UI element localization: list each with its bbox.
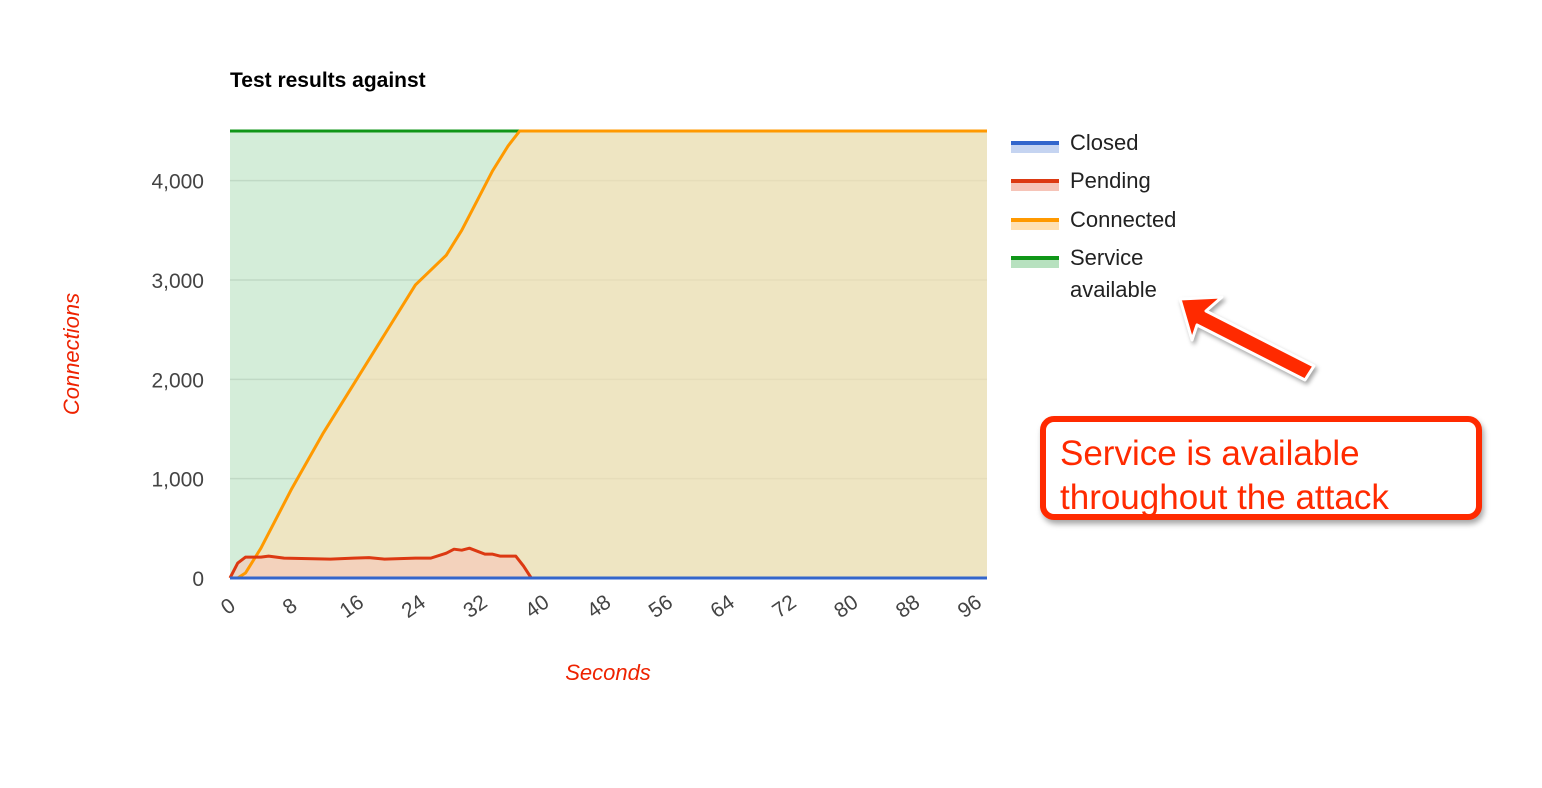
x-tick-label-11: 88 <box>892 591 924 623</box>
x-tick-label-10: 80 <box>830 591 862 623</box>
x-tick-label-3: 24 <box>397 590 430 622</box>
area-pending <box>230 548 987 578</box>
annotation-line-1: Service is available <box>1060 434 1360 473</box>
x-tick-label-8: 64 <box>706 590 739 622</box>
annotation-callout: Service is available throughout the atta… <box>1040 416 1482 520</box>
legend: Closed Pending Connected Service available <box>1011 130 1176 302</box>
x-tick-label-5: 40 <box>521 591 553 623</box>
y-axis-ticks: 0 1,000 2,000 3,000 4,000 <box>151 171 204 591</box>
line-connected <box>230 129 987 580</box>
y-tick-label-0: 0 <box>192 568 204 591</box>
x-tick-label-0: 0 <box>217 594 240 620</box>
x-axis-label: Seconds <box>565 660 651 685</box>
legend-label-3: Service <box>1070 245 1143 270</box>
y-tick-label-4: 4,000 <box>151 171 204 194</box>
legend-label-0: Closed <box>1070 130 1138 155</box>
x-tick-label-7: 56 <box>645 591 677 623</box>
legend-label-2: Connected <box>1070 207 1176 232</box>
y-tick-label-2: 2,000 <box>151 369 204 392</box>
x-tick-label-6: 48 <box>583 591 615 623</box>
legend-label-1: Pending <box>1070 168 1151 193</box>
x-axis-ticks: 0 8 16 24 32 40 48 56 64 72 80 88 96 <box>217 590 986 622</box>
y-tick-label-3: 3,000 <box>151 270 204 293</box>
line-pending <box>228 546 987 580</box>
x-tick-label-12: 96 <box>954 591 986 623</box>
legend-swatch-fill-0 <box>1011 142 1059 153</box>
y-tick-label-1: 1,000 <box>151 469 204 492</box>
chart-title: Test results against <box>230 69 426 92</box>
legend-swatch-fill-2 <box>1011 219 1059 230</box>
legend-swatch-fill-3 <box>1011 257 1059 268</box>
x-tick-label-9: 72 <box>768 591 800 623</box>
x-tick-label-4: 32 <box>459 591 491 623</box>
legend-swatch-fill-1 <box>1011 180 1059 191</box>
callout-arrow <box>1178 295 1316 382</box>
legend-label-3-line2: available <box>1070 277 1157 302</box>
y-axis-label: Connections <box>59 293 84 415</box>
annotation-line-2: throughout the attack <box>1060 478 1389 517</box>
area-connected <box>230 131 987 578</box>
x-tick-label-1: 8 <box>279 594 302 620</box>
x-tick-label-2: 16 <box>336 591 368 623</box>
series-layer <box>228 129 987 580</box>
